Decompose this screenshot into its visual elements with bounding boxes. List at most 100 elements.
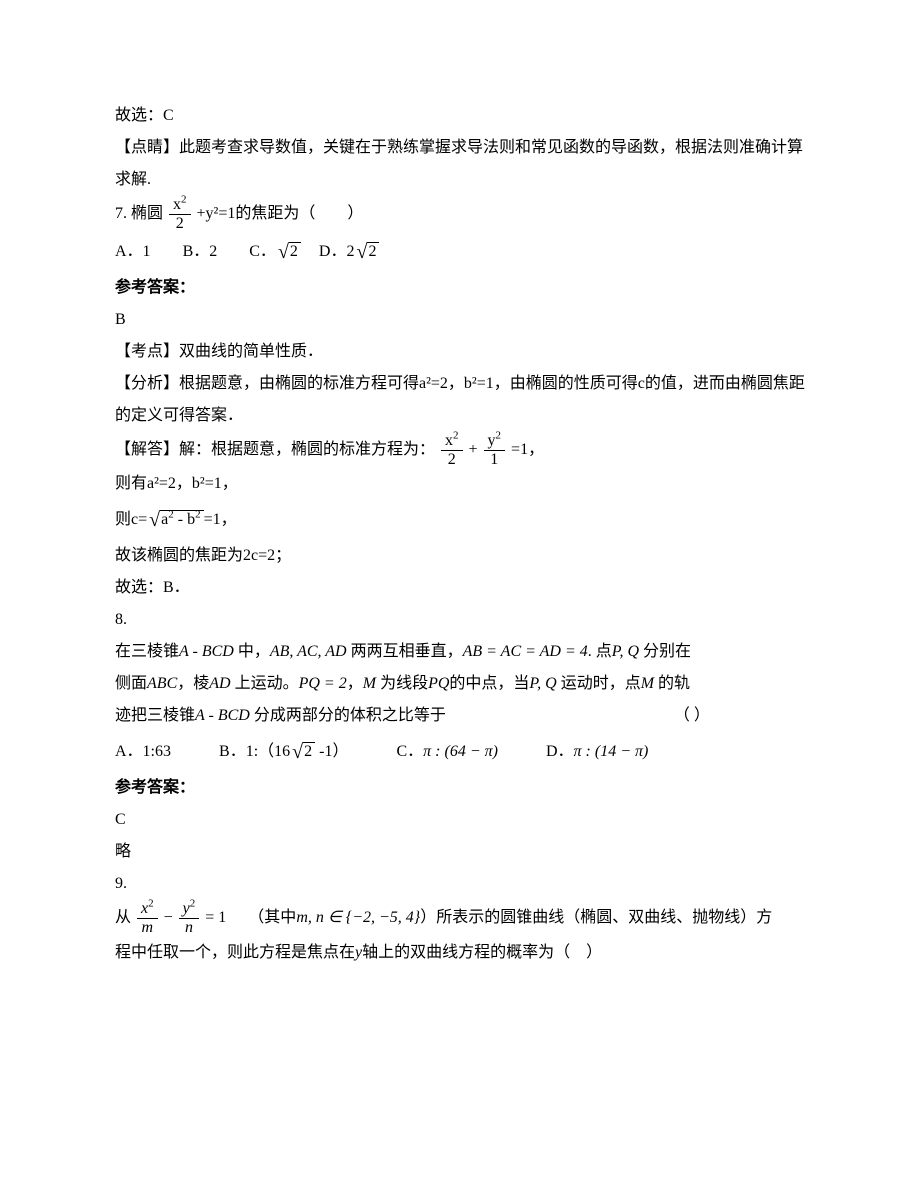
q7-frac: x2 2: [169, 196, 191, 232]
q8-opt-d-label: D．: [546, 743, 574, 760]
q8-s2d: AD: [209, 675, 230, 692]
q8-s3: 迹把三棱锥A - BCD 分成两部分的体积之比等于 （ ）: [115, 700, 805, 732]
q7-jd-f1n: x: [445, 432, 453, 449]
q7-opt-d-label: D．2: [319, 243, 355, 260]
q9-f1ns: 2: [148, 898, 154, 910]
q8-s2g: ，: [347, 675, 363, 692]
q7-opt-b: B．2: [183, 243, 218, 260]
q7-jd-f2n: y: [488, 432, 496, 449]
q9-l2b: 轴上的双曲线方程的概率为（ ）: [362, 944, 602, 961]
prev-answer: 故选：C: [115, 100, 805, 132]
q8-s2h: M: [363, 675, 376, 692]
q9-s2: 程中任取一个，则此方程是焦点在y轴上的双曲线方程的概率为（ ）: [115, 937, 805, 969]
q8-s1: 在三棱锥A - BCD 中，AB, AC, AD 两两互相垂直，AB = AC …: [115, 636, 805, 668]
q7-opt-d-val: 2: [367, 242, 379, 261]
q8-s3c: 分成两部分的体积之比等于: [250, 707, 446, 724]
q8-opt-c-val: π : (64 − π): [423, 743, 498, 760]
q8-s2a: 侧面: [115, 675, 147, 692]
q7-fenxi: 【分析】根据题意，由椭圆的标准方程可得a²=2，b²=1，由椭圆的性质可得c的值…: [115, 368, 805, 432]
q7-frac-den: 2: [169, 215, 191, 233]
q8-s3a: 迹把三棱锥: [115, 707, 195, 724]
q8-s2c: ，棱: [177, 675, 209, 692]
q7-opt-d-sqrt: √2: [354, 232, 379, 272]
q7-l2c: =1，: [204, 511, 237, 528]
q7-l3: 故该椭圆的焦距为2c=2；: [115, 540, 805, 572]
q8-opt-d-val: π : (14 − π): [574, 743, 649, 760]
q7-jieda: 【解答】解：根据题意，椭圆的标准方程为： x2 2 + y2 1 =1，: [115, 432, 805, 468]
q7-frac-num: x: [173, 196, 181, 213]
q7-kaodian: 【考点】双曲线的简单性质．: [115, 336, 805, 368]
q8-s2b: ABC: [147, 675, 177, 692]
q8-opt-a: A．1:63: [115, 743, 171, 760]
q7-jd-f2d: 1: [484, 451, 506, 469]
q7-opt-c-val: 2: [289, 242, 301, 261]
q7-ref-label: 参考答案：: [115, 272, 805, 304]
q9-l2a: 程中任取一个，则此方程是焦点在: [115, 944, 355, 961]
q8-s2f: PQ = 2: [299, 675, 347, 692]
q9-num: 9.: [115, 868, 805, 900]
q8-s1h: P, Q: [612, 643, 639, 660]
q8-ans: C: [115, 804, 805, 836]
q8-opt-b-val: 2: [303, 742, 315, 761]
q7-jd-frac2: y2 1: [484, 432, 506, 468]
q8-s1a: 在三棱锥: [115, 643, 179, 660]
q7-l2: 则c=√a2 - b2=1，: [115, 500, 805, 540]
q9-pre: 从: [115, 909, 135, 926]
q8-s2j: PQ: [428, 675, 449, 692]
q9-set: m, n ∈ {−2, −5, 4}: [296, 909, 420, 926]
q8-s2o: 的轨: [654, 675, 690, 692]
q9-f2d: n: [179, 919, 200, 937]
q7-jd-plus: +: [469, 441, 482, 458]
q9-f2ns: 2: [190, 898, 196, 910]
q8-s2k: 的中点，当: [449, 675, 529, 692]
q7-answer: B: [115, 304, 805, 336]
q7-jd-pre: 【解答】解：根据题意，椭圆的标准方程为：: [115, 441, 439, 458]
q7-stem-pre: 7. 椭圆: [115, 205, 167, 222]
q8-opt-c-label: C．: [396, 743, 423, 760]
q9-f2n: y: [183, 900, 190, 917]
q8-num: 8.: [115, 604, 805, 636]
prev-tip: 【点睛】此题考查求导数值，关键在于熟练掌握求导法则和常见函数的导函数，根据法则准…: [115, 132, 805, 196]
q7-l4: 故选：B．: [115, 572, 805, 604]
q8-s1i: 分别在: [639, 643, 691, 660]
q7-jd-f2ns: 2: [496, 430, 502, 442]
q7-l1: 则有a²=2，b²=1，: [115, 468, 805, 500]
q7-stem: 7. 椭圆 x2 2 +y²=1的焦距为（ ）: [115, 196, 805, 232]
q8-opt-b-sqrt: √2: [290, 732, 315, 772]
q8-opt-b-tail: -1）: [315, 743, 348, 760]
q7-jd-f1ns: 2: [453, 430, 459, 442]
q7-opt-c-label: C．: [249, 243, 276, 260]
q8-s3d: （ ）: [674, 707, 710, 724]
q8-options: A．1:63 B．1:（16√2 -1） C．π : (64 − π) D．π …: [115, 732, 805, 772]
q7-options: A．1 B．2 C．√2 D．2√2: [115, 232, 805, 272]
q7-l2ms: 2: [195, 509, 201, 521]
q8-s2l: P, Q: [529, 675, 556, 692]
q7-jd-post: =1，: [511, 441, 544, 458]
q9-mid: （其中: [248, 909, 296, 926]
q8-s1g: . 点: [588, 643, 612, 660]
q8-s2: 侧面ABC，棱AD 上运动。PQ = 2，M 为线段PQ的中点，当P, Q 运动…: [115, 668, 805, 700]
q9-s1: 从 x2 m − y2 n = 1 （其中m, n ∈ {−2, −5, 4}）…: [115, 900, 805, 936]
q8-ref: 参考答案：: [115, 772, 805, 804]
q9-f1d: m: [137, 919, 158, 937]
q7-opt-a: A．1: [115, 243, 151, 260]
q8-s2i: 为线段: [376, 675, 428, 692]
q7-l2a: 则c=: [115, 511, 147, 528]
q9-frac2: y2 n: [179, 900, 200, 936]
q8-omit: 略: [115, 836, 805, 868]
q7-l2-sqrt: √a2 - b2: [147, 500, 203, 540]
q7-l2m: - b: [174, 511, 195, 528]
q7-frac-num-sup: 2: [181, 194, 187, 206]
q8-s2e: 上运动。: [231, 675, 299, 692]
q8-s1d: AB, AC, AD: [270, 643, 347, 660]
q8-s3b: A - BCD: [195, 707, 250, 724]
q9-eq: = 1: [205, 909, 226, 926]
q7-jd-f1d: 2: [441, 451, 463, 469]
q8-s2n: M: [641, 675, 654, 692]
q8-s1c: 中，: [234, 643, 270, 660]
q8-s1b: A - BCD: [179, 643, 234, 660]
q7-stem-post: +y²=1的焦距为（ ）: [197, 205, 364, 222]
q9-minus: −: [164, 909, 177, 926]
q8-s1e: 两两互相垂直，: [347, 643, 463, 660]
q7-opt-c-sqrt: √2: [276, 232, 301, 272]
